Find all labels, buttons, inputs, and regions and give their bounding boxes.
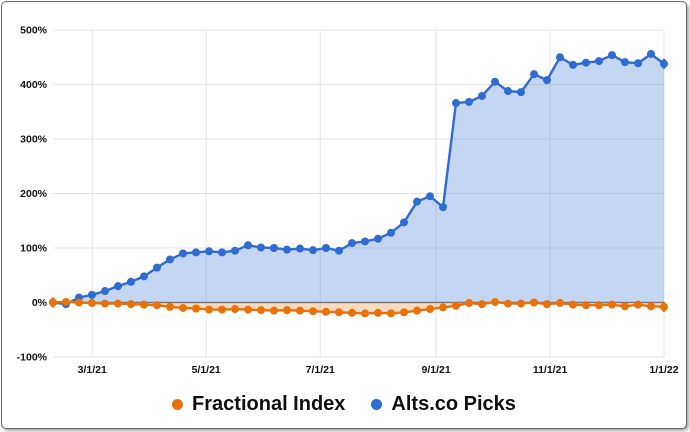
svg-text:3/1/21: 3/1/21 [78, 364, 107, 376]
svg-text:0%: 0% [32, 297, 48, 309]
svg-text:1/1/22: 1/1/22 [649, 364, 678, 376]
legend-label-fractional-index: Fractional Index [192, 392, 346, 415]
legend-dot-altsco-icon [371, 398, 383, 410]
svg-text:400%: 400% [20, 79, 48, 91]
svg-text:300%: 300% [20, 134, 48, 146]
legend-label-altsco-picks: Alts.co Picks [391, 392, 516, 415]
svg-text:-100%: -100% [17, 352, 48, 364]
svg-text:7/1/21: 7/1/21 [306, 364, 335, 376]
legend-dot-fractional-icon [172, 398, 184, 410]
chart-legend: Fractional Index Alts.co Picks [2, 388, 686, 420]
svg-text:11/1/21: 11/1/21 [533, 364, 568, 376]
performance-chart: 500% 400% 300% 200% 100% 0% -100% 3/1/21 5/1/21 7… [2, 2, 686, 428]
svg-text:100%: 100% [20, 243, 48, 255]
svg-text:200%: 200% [20, 188, 48, 200]
svg-text:5/1/21: 5/1/21 [192, 364, 221, 376]
svg-text:9/1/21: 9/1/21 [422, 364, 451, 376]
legend-item-fractional-index: Fractional Index [172, 393, 345, 416]
svg-text:500%: 500% [20, 25, 48, 37]
chart-plot: 500% 400% 300% 200% 100% 0% -100% 3/1/21 5/1/21 7… [17, 25, 679, 377]
legend-item-altsco-picks: Alts.co Picks [371, 393, 516, 416]
